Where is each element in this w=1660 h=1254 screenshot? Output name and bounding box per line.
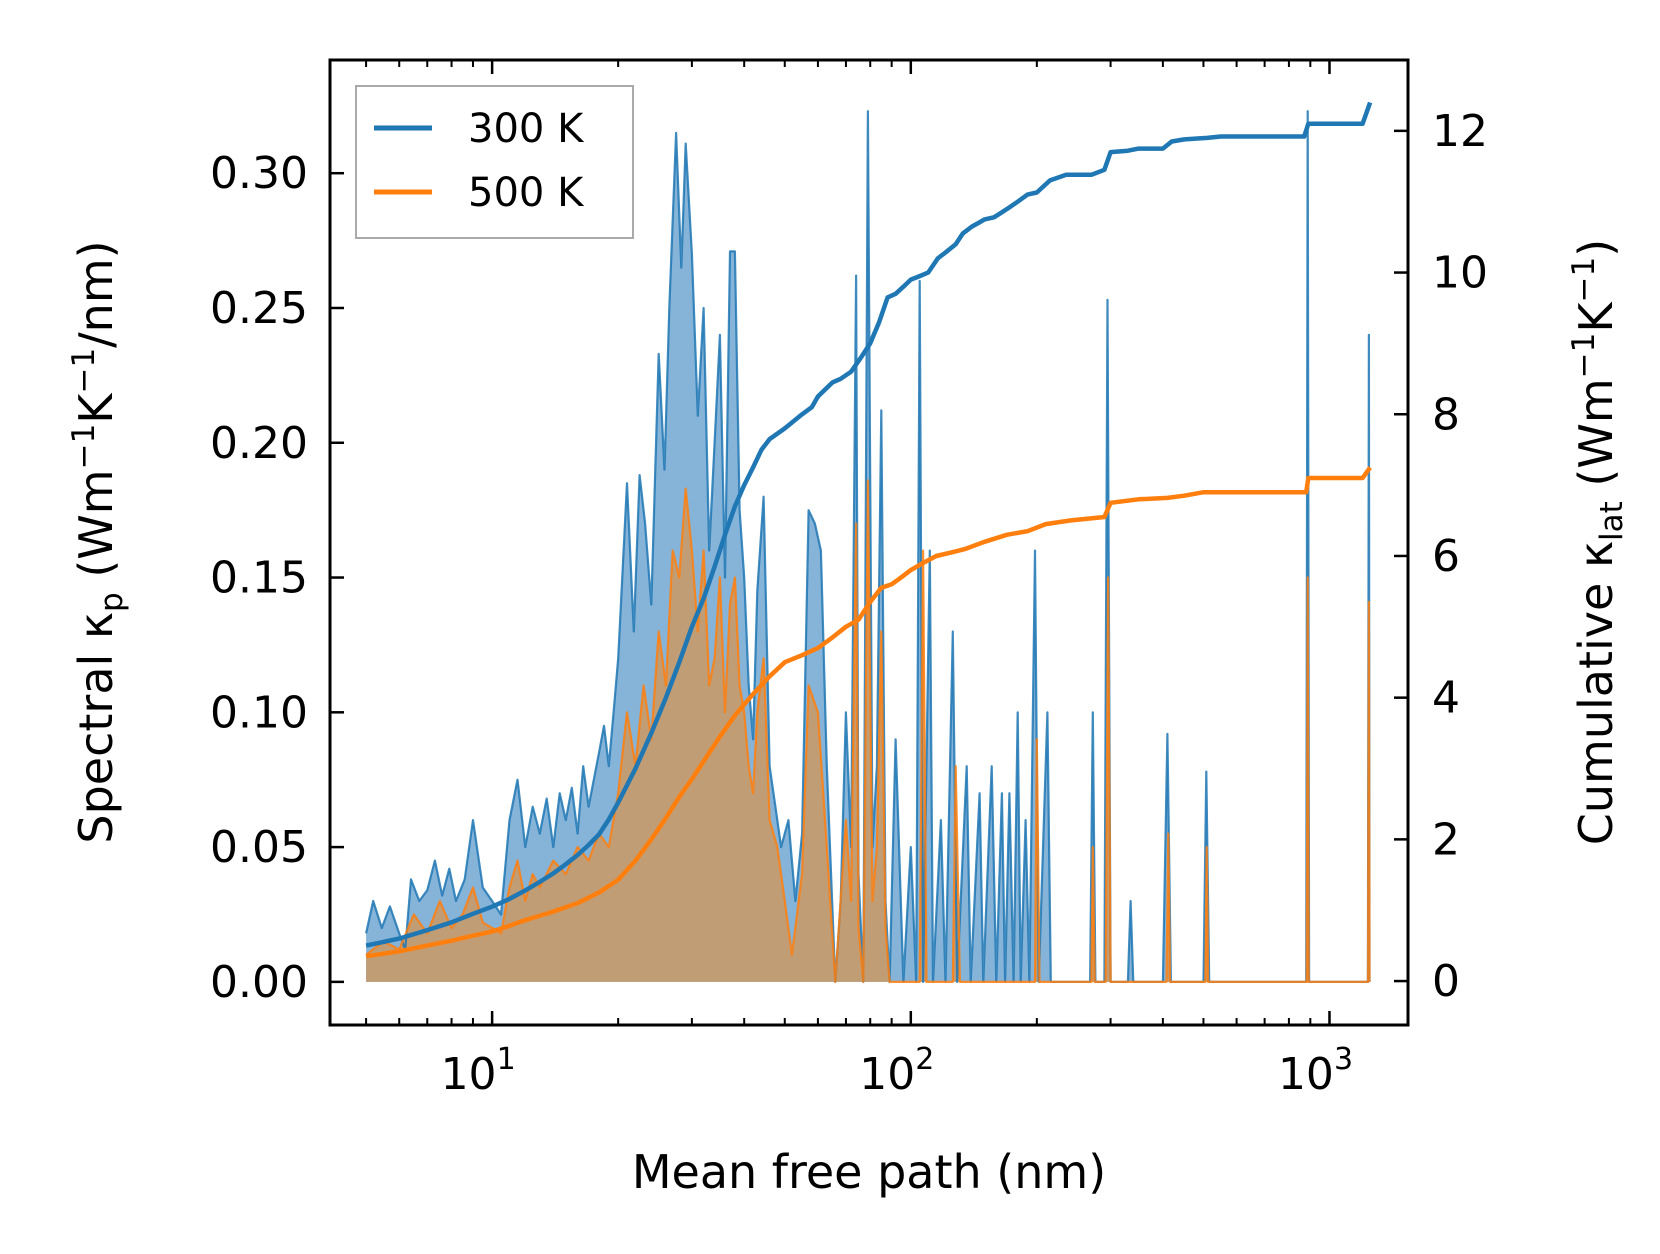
- left-label-tail: /nm): [69, 240, 123, 347]
- cumulative-line-500k: [365, 466, 1372, 959]
- right-label-mid: K: [1569, 301, 1623, 333]
- legend: 300 K 500 K: [355, 85, 634, 239]
- legend-label-300k: 300 K: [468, 106, 585, 152]
- y-left-tick-label: 0.10: [210, 687, 308, 738]
- right-label-sup2: −1: [1566, 257, 1602, 303]
- x-axis-label: Mean free path (nm): [632, 1145, 1106, 1199]
- y-right-tick-label: 8: [1432, 389, 1460, 440]
- y-right-tick-label: 12: [1432, 106, 1488, 157]
- x-tick-label-base: 10: [1278, 1049, 1334, 1100]
- x-tick-label-exp: 2: [915, 1042, 934, 1077]
- right-label-tail: ): [1569, 239, 1623, 257]
- y-right-tick-label: 6: [1432, 531, 1460, 582]
- x-tick-label-base: 10: [441, 1049, 497, 1100]
- x-tick-label-base: 10: [859, 1049, 915, 1100]
- x-tick-label: 101: [441, 1042, 516, 1100]
- cumulative-lines: [365, 101, 1373, 959]
- legend-label-500k: 500 K: [468, 170, 585, 216]
- y-right-tick-label: 4: [1432, 673, 1460, 724]
- y-left-tick-label: 0.05: [210, 822, 308, 873]
- left-label-pre: Spectral κ: [69, 612, 123, 844]
- x-tick-label: 102: [859, 1042, 934, 1100]
- right-label-pre: Cumulative κ: [1569, 541, 1623, 845]
- y-left-tick-label: 0.00: [210, 957, 308, 1008]
- axes-frame: [328, 58, 1410, 1027]
- x-tick-label-exp: 1: [497, 1042, 516, 1077]
- right-label-sup1: −1: [1566, 333, 1602, 379]
- right-label-post: (Wm: [1569, 378, 1623, 501]
- y-right-tick-label: 2: [1432, 814, 1460, 865]
- y-left-tick-label: 0.20: [210, 418, 308, 469]
- legend-box: [355, 85, 634, 239]
- cumulative-line-300k: [365, 101, 1373, 948]
- y-left-tick-label: 0.15: [210, 553, 308, 604]
- left-label-sub: p: [94, 592, 130, 612]
- spectral-line-300k: [365, 110, 1371, 984]
- x-tick-label: 103: [1278, 1042, 1353, 1100]
- tick-labels: 101 102 1030.000.050.100.150.200.250.30024…: [210, 106, 1488, 1100]
- left-label-post: (Wm: [69, 469, 123, 592]
- left-label-sup1: −1: [66, 424, 102, 470]
- right-label-sub: lat: [1594, 501, 1630, 541]
- y-right-tick-label: 10: [1432, 248, 1488, 299]
- y-right-tick-label: 0: [1432, 956, 1460, 1007]
- left-axis-label: Spectral κp (Wm−1K−1/nm): [66, 240, 130, 843]
- y-left-tick-label: 0.25: [210, 283, 308, 334]
- left-label-sup2: −1: [66, 348, 102, 394]
- plot-area: [365, 101, 1373, 984]
- spectral-fill-500k: [366, 480, 1370, 982]
- x-tick-label-exp: 3: [1334, 1042, 1353, 1077]
- left-label-mid: K: [69, 392, 123, 424]
- right-axis-label: Cumulative κlat (Wm−1K−1): [1566, 239, 1630, 845]
- ticks: [330, 60, 1408, 1025]
- y-left-tick-label: 0.30: [210, 148, 308, 199]
